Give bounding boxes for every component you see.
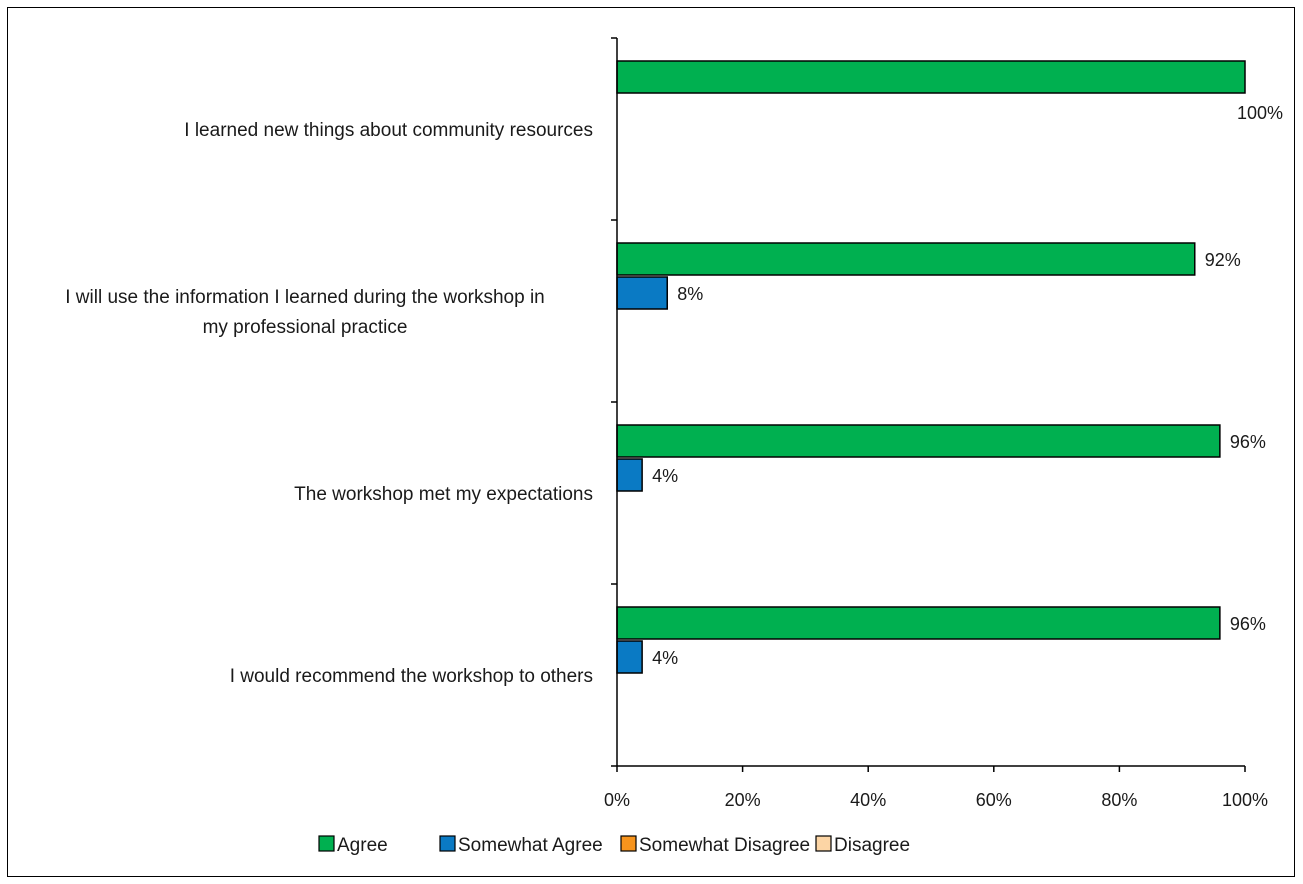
bar-somewhat-agree-3 bbox=[616, 640, 643, 674]
bar-agree-2 bbox=[616, 424, 1221, 458]
labels-layer: 100% I learned new things about community… bbox=[65, 103, 1283, 810]
legend-swatch-somewhat-agree bbox=[439, 835, 456, 852]
data-label-somewhat-agree-2: 4% bbox=[652, 466, 678, 486]
bar-somewhat-agree-2 bbox=[616, 458, 643, 492]
bars-layer bbox=[616, 60, 1246, 674]
category-label-2: The workshop met my expectations bbox=[294, 484, 593, 505]
data-label-agree-3: 96% bbox=[1230, 614, 1266, 634]
x-tick-label-3: 60% bbox=[976, 790, 1012, 810]
x-tick-label-5: 100% bbox=[1222, 790, 1268, 810]
x-tick-label-2: 40% bbox=[850, 790, 886, 810]
bar-agree-1 bbox=[616, 242, 1196, 276]
category-label-0: I learned new things about community res… bbox=[184, 120, 593, 141]
category-label-0-line-0: I learned new things about community res… bbox=[184, 120, 593, 141]
bar-agree-3 bbox=[616, 606, 1221, 640]
data-label-agree-2: 96% bbox=[1230, 432, 1266, 452]
data-label-somewhat-agree-3: 4% bbox=[652, 648, 678, 668]
legend-label-disagree: Disagree bbox=[834, 835, 910, 856]
x-tick-label-4: 80% bbox=[1101, 790, 1137, 810]
legend-label-somewhat-disagree: Somewhat Disagree bbox=[639, 835, 810, 856]
legend-label-agree: Agree bbox=[337, 835, 388, 856]
x-tick-label-0: 0% bbox=[604, 790, 630, 810]
category-label-3-line-0: I would recommend the workshop to others bbox=[230, 666, 593, 687]
legend-label-somewhat-agree: Somewhat Agree bbox=[458, 835, 603, 856]
bar-somewhat-agree-1 bbox=[616, 276, 668, 310]
category-label-2-line-0: The workshop met my expectations bbox=[294, 484, 593, 505]
category-label-3: I would recommend the workshop to others bbox=[230, 666, 593, 687]
data-label-agree-0: 100% bbox=[1237, 103, 1283, 123]
x-tick-label-1: 20% bbox=[725, 790, 761, 810]
legend-swatch-somewhat-disagree bbox=[620, 835, 637, 852]
legend-swatch-agree bbox=[318, 835, 335, 852]
bar-agree-0 bbox=[616, 60, 1246, 94]
category-label-1-line-0: I will use the information I learned dur… bbox=[65, 287, 544, 308]
axes-layer bbox=[611, 37, 1246, 772]
legend: Agree Somewhat Agree Somewhat Disagree Disa… bbox=[318, 835, 910, 856]
data-label-somewhat-agree-1: 8% bbox=[677, 284, 703, 304]
legend-swatch-disagree bbox=[815, 835, 832, 852]
data-label-agree-1: 92% bbox=[1205, 250, 1241, 270]
category-label-1: I will use the information I learned dur… bbox=[65, 287, 544, 338]
category-label-1-line-1: my professional practice bbox=[203, 317, 408, 338]
